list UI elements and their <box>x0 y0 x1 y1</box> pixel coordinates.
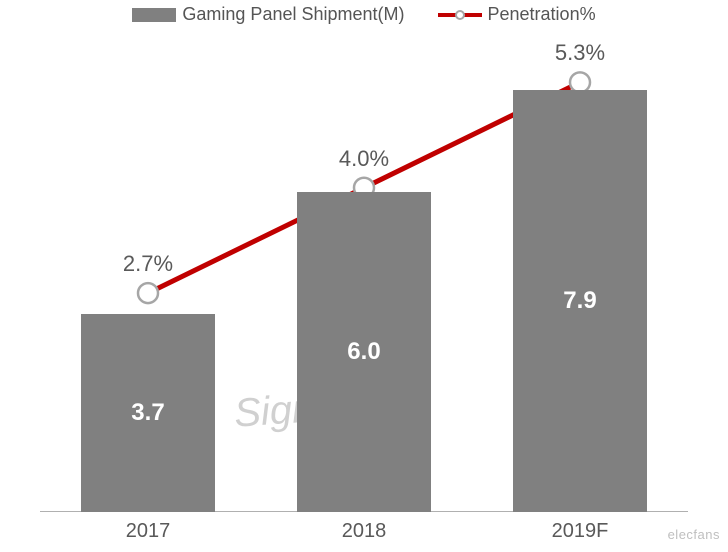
legend-label-bar: Gaming Panel Shipment(M) <box>182 4 404 25</box>
chart-container: Gaming Panel Shipment(M) Penetration% Si… <box>0 0 728 552</box>
bar: 6.0 <box>297 192 431 512</box>
plot-area: Sigmaintell 3.720176.020187.92019F2.7%4.… <box>40 58 688 512</box>
legend-item-bar: Gaming Panel Shipment(M) <box>132 4 404 25</box>
bar-value-label: 7.9 <box>513 287 647 315</box>
line-value-label: 5.3% <box>555 40 605 66</box>
line-marker <box>138 283 158 303</box>
bar-value-label: 6.0 <box>297 338 431 366</box>
line-value-label: 4.0% <box>339 146 389 172</box>
x-axis-tick-label: 2017 <box>126 520 171 543</box>
source-attribution: elecfans <box>668 527 720 542</box>
x-axis-tick-label: 2019F <box>552 520 609 543</box>
legend-swatch-bar <box>132 8 176 22</box>
x-axis-tick-label: 2018 <box>342 520 387 543</box>
bar-value-label: 3.7 <box>81 399 215 427</box>
legend: Gaming Panel Shipment(M) Penetration% <box>0 4 728 27</box>
legend-swatch-line <box>438 8 482 22</box>
legend-item-line: Penetration% <box>438 4 596 25</box>
bar: 3.7 <box>81 314 215 512</box>
legend-label-line: Penetration% <box>488 4 596 25</box>
bar: 7.9 <box>513 90 647 512</box>
line-value-label: 2.7% <box>123 251 173 277</box>
